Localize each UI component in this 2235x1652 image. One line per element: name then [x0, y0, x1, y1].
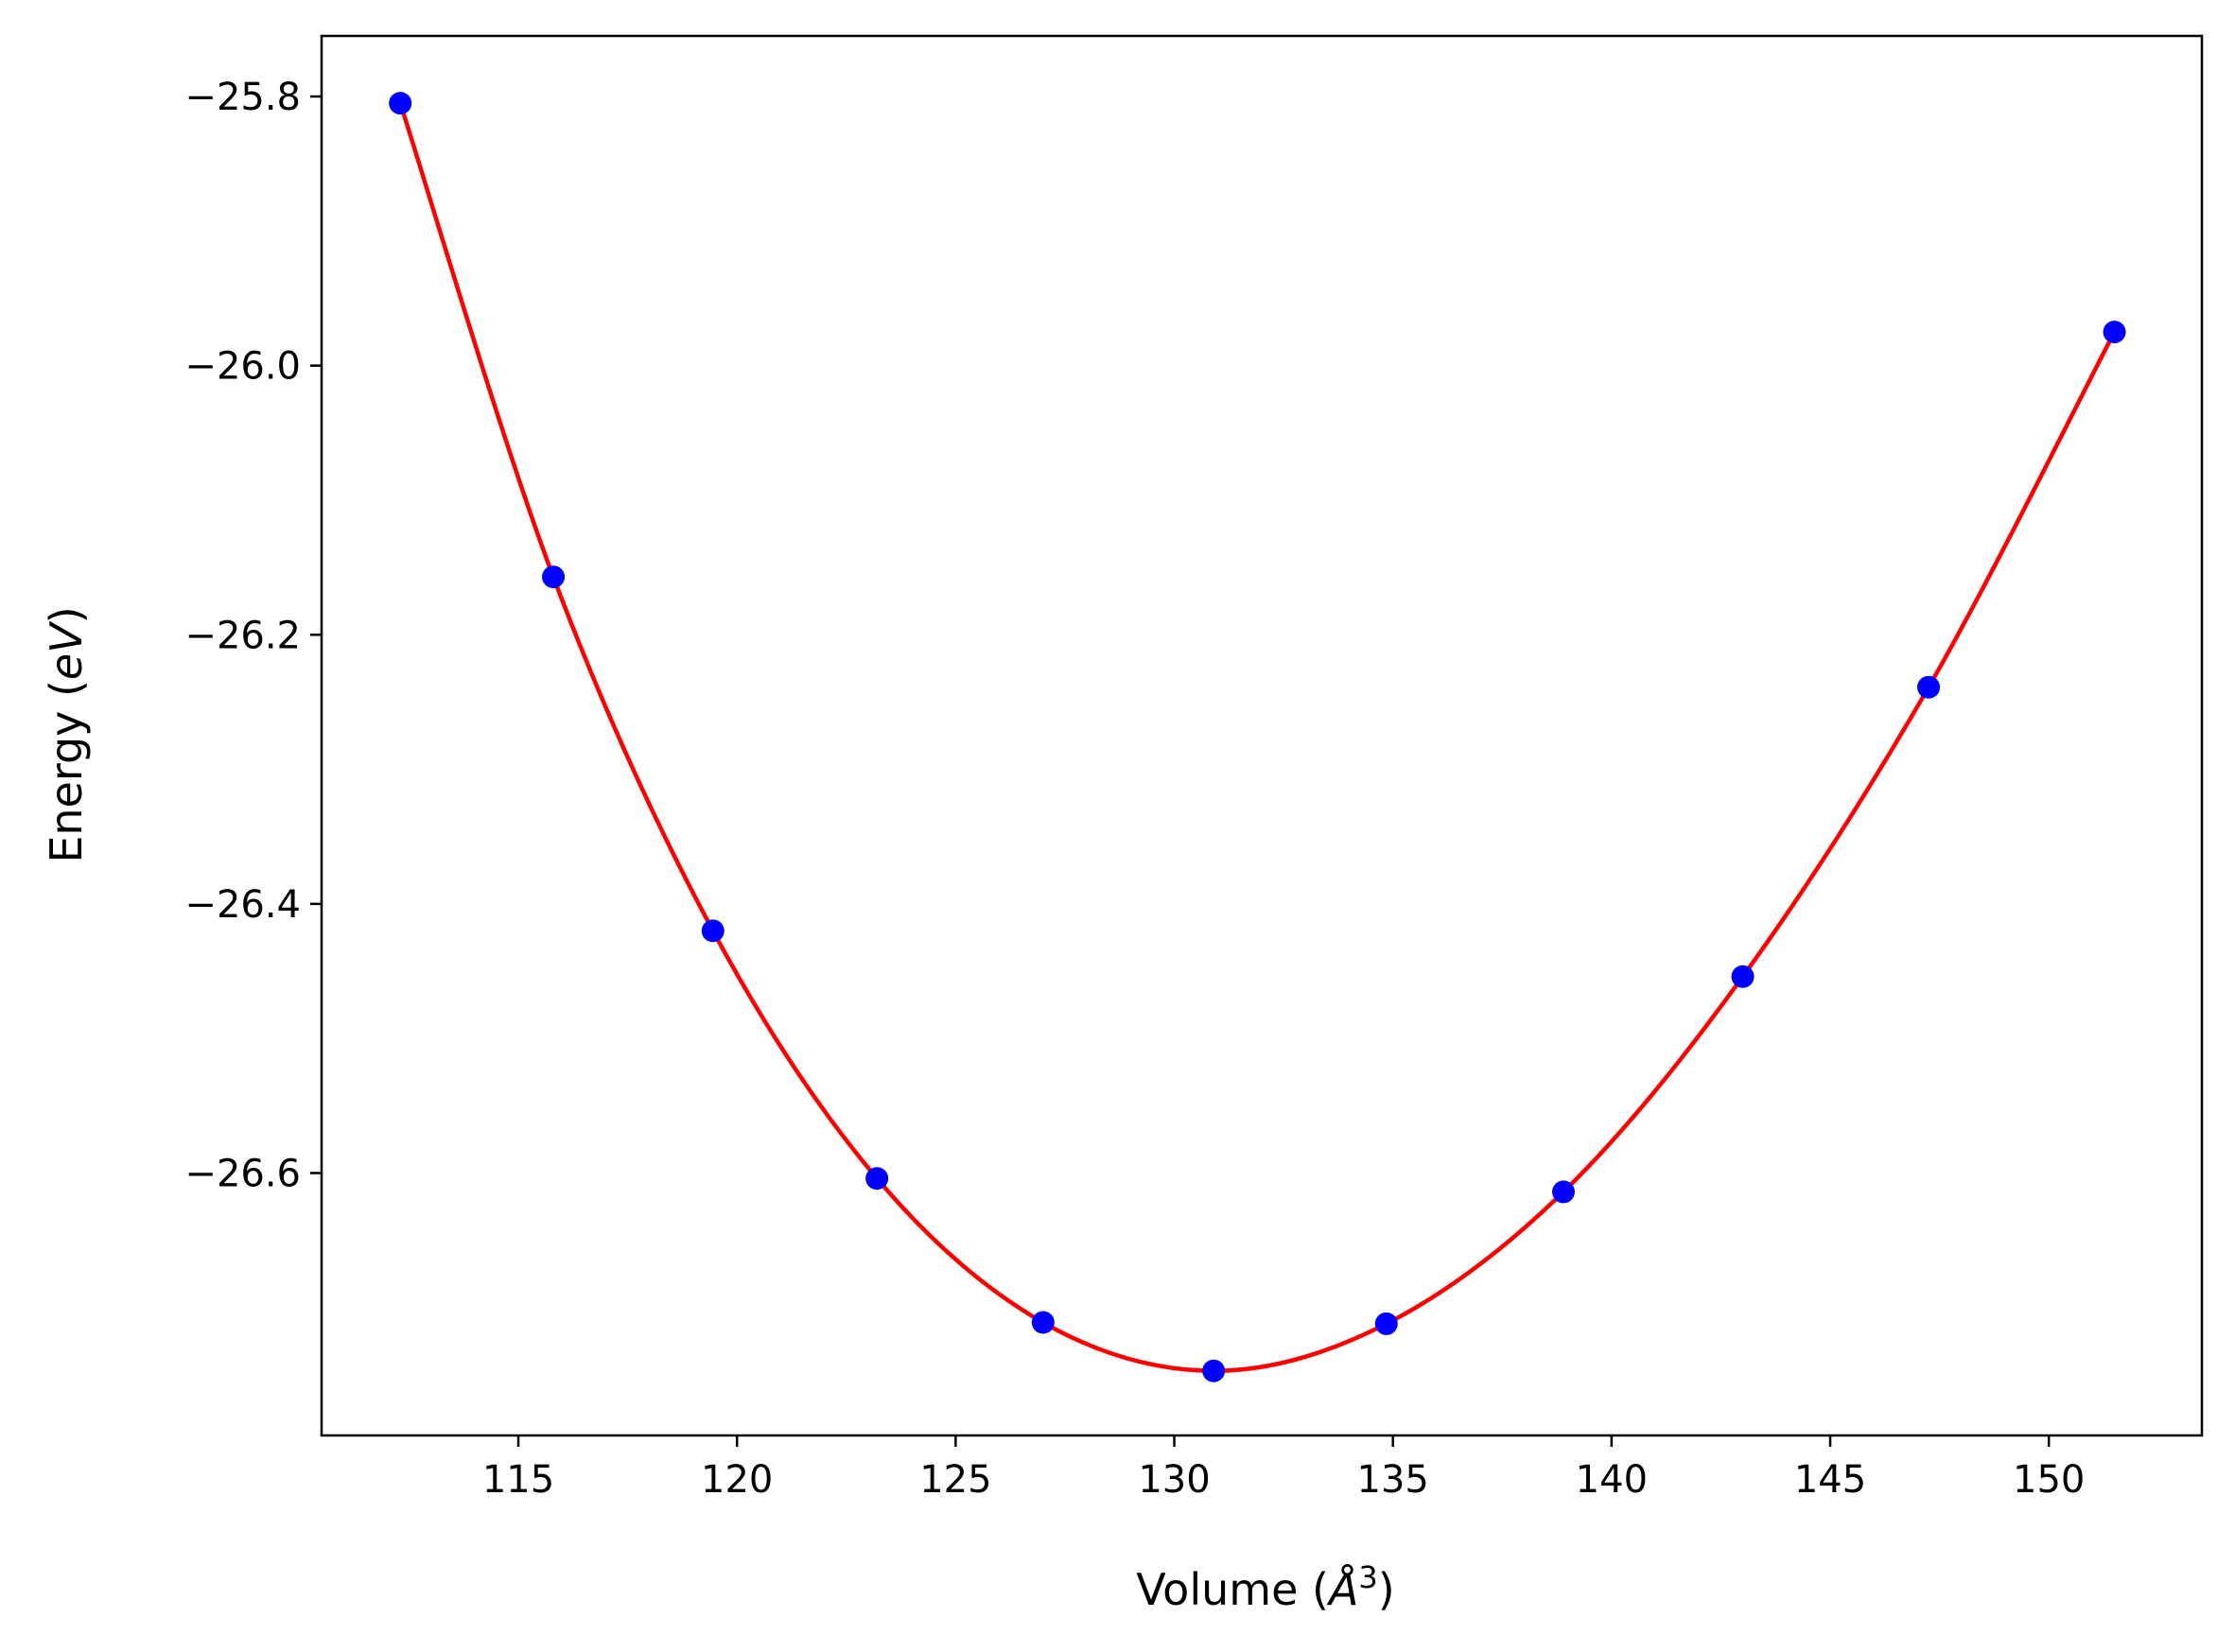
plot-frame	[320, 34, 2204, 1437]
x-axis-label: Volume (Å3)	[1136, 1559, 1394, 1615]
data-point	[542, 565, 566, 589]
data-point	[1374, 1312, 1398, 1335]
data-point	[1202, 1359, 1226, 1382]
x-axis-ticks: 115 120 125 130 135 140 145 150	[482, 1435, 2085, 1502]
y-tick-label: −26.4	[184, 883, 301, 927]
x-tick-label: 125	[919, 1458, 991, 1502]
x-tick-label: 140	[1576, 1458, 1648, 1502]
data-point	[389, 92, 412, 115]
data-point	[1031, 1311, 1055, 1334]
x-tick-label: 150	[2013, 1458, 2085, 1502]
plot-area	[320, 34, 2204, 1437]
x-tick-label: 135	[1357, 1458, 1429, 1502]
fit-curve-layer	[398, 102, 2117, 1373]
data-point	[2103, 321, 2126, 344]
data-point	[865, 1167, 889, 1191]
x-tick-label: 130	[1138, 1458, 1210, 1502]
x-tick-label: 120	[701, 1458, 773, 1502]
y-tick-label: −26.2	[184, 614, 301, 657]
data-point	[1917, 675, 1941, 699]
y-axis-ticks: −25.8 −26.0 −26.2 −26.4 −26.6	[184, 76, 322, 1196]
data-points-layer	[389, 92, 2126, 1382]
y-axis-label: Energy (eV)	[41, 606, 92, 862]
data-point	[1552, 1180, 1576, 1204]
fit-curve-line	[398, 102, 2117, 1373]
data-point	[1731, 965, 1755, 988]
x-tick-label: 145	[1794, 1458, 1866, 1502]
x-tick-label: 115	[482, 1458, 554, 1502]
y-tick-label: −25.8	[184, 76, 301, 119]
y-tick-label: −26.0	[184, 345, 301, 389]
data-point	[701, 919, 725, 943]
y-tick-label: −26.6	[184, 1153, 301, 1196]
